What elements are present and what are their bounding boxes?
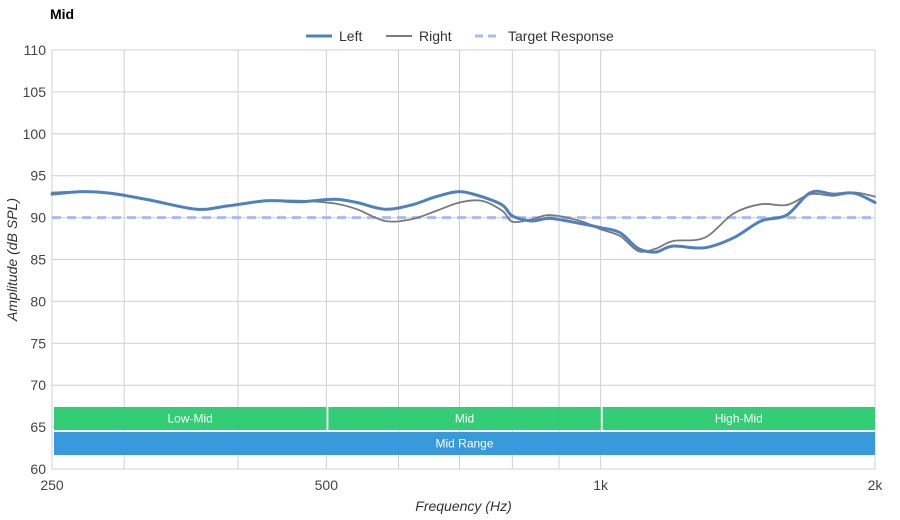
y-tick-label: 85: [30, 252, 46, 268]
y-tick-label: 80: [30, 293, 46, 309]
y-tick-label: 75: [30, 335, 46, 351]
band-label: Mid: [455, 412, 474, 426]
y-axis-title: Amplitude (dB SPL): [4, 198, 20, 322]
y-tick-label: 95: [30, 168, 46, 184]
band-low-mid: [54, 407, 327, 430]
band-mid: [328, 407, 601, 430]
x-axis-title: Frequency (Hz): [415, 498, 511, 514]
x-tick-label: 1k: [593, 477, 609, 493]
band-label: Low-Mid: [167, 412, 212, 426]
y-tick-label: 65: [30, 419, 46, 435]
x-tick-label: 2k: [868, 477, 884, 493]
series-line-right: [51, 190, 876, 253]
series-line-left: [50, 189, 877, 254]
chart-title: Mid: [50, 6, 75, 22]
x-tick-label: 250: [40, 477, 64, 493]
legend-label: Right: [419, 28, 452, 44]
y-tick-label: 110: [24, 42, 47, 58]
legend-label: Left: [339, 28, 362, 44]
y-tick-label: 105: [23, 84, 47, 100]
band-label: High-Mid: [715, 412, 763, 426]
legend-label: Target Response: [508, 28, 614, 44]
y-tick-label: 90: [30, 210, 46, 226]
band-mid-range: [54, 432, 875, 455]
band-label: Mid Range: [435, 437, 493, 451]
band-high-mid: [602, 407, 875, 430]
y-tick-label: 60: [30, 461, 46, 477]
y-tick-label: 70: [30, 377, 46, 393]
y-tick-label: 100: [23, 126, 47, 142]
x-tick-label: 500: [315, 477, 339, 493]
